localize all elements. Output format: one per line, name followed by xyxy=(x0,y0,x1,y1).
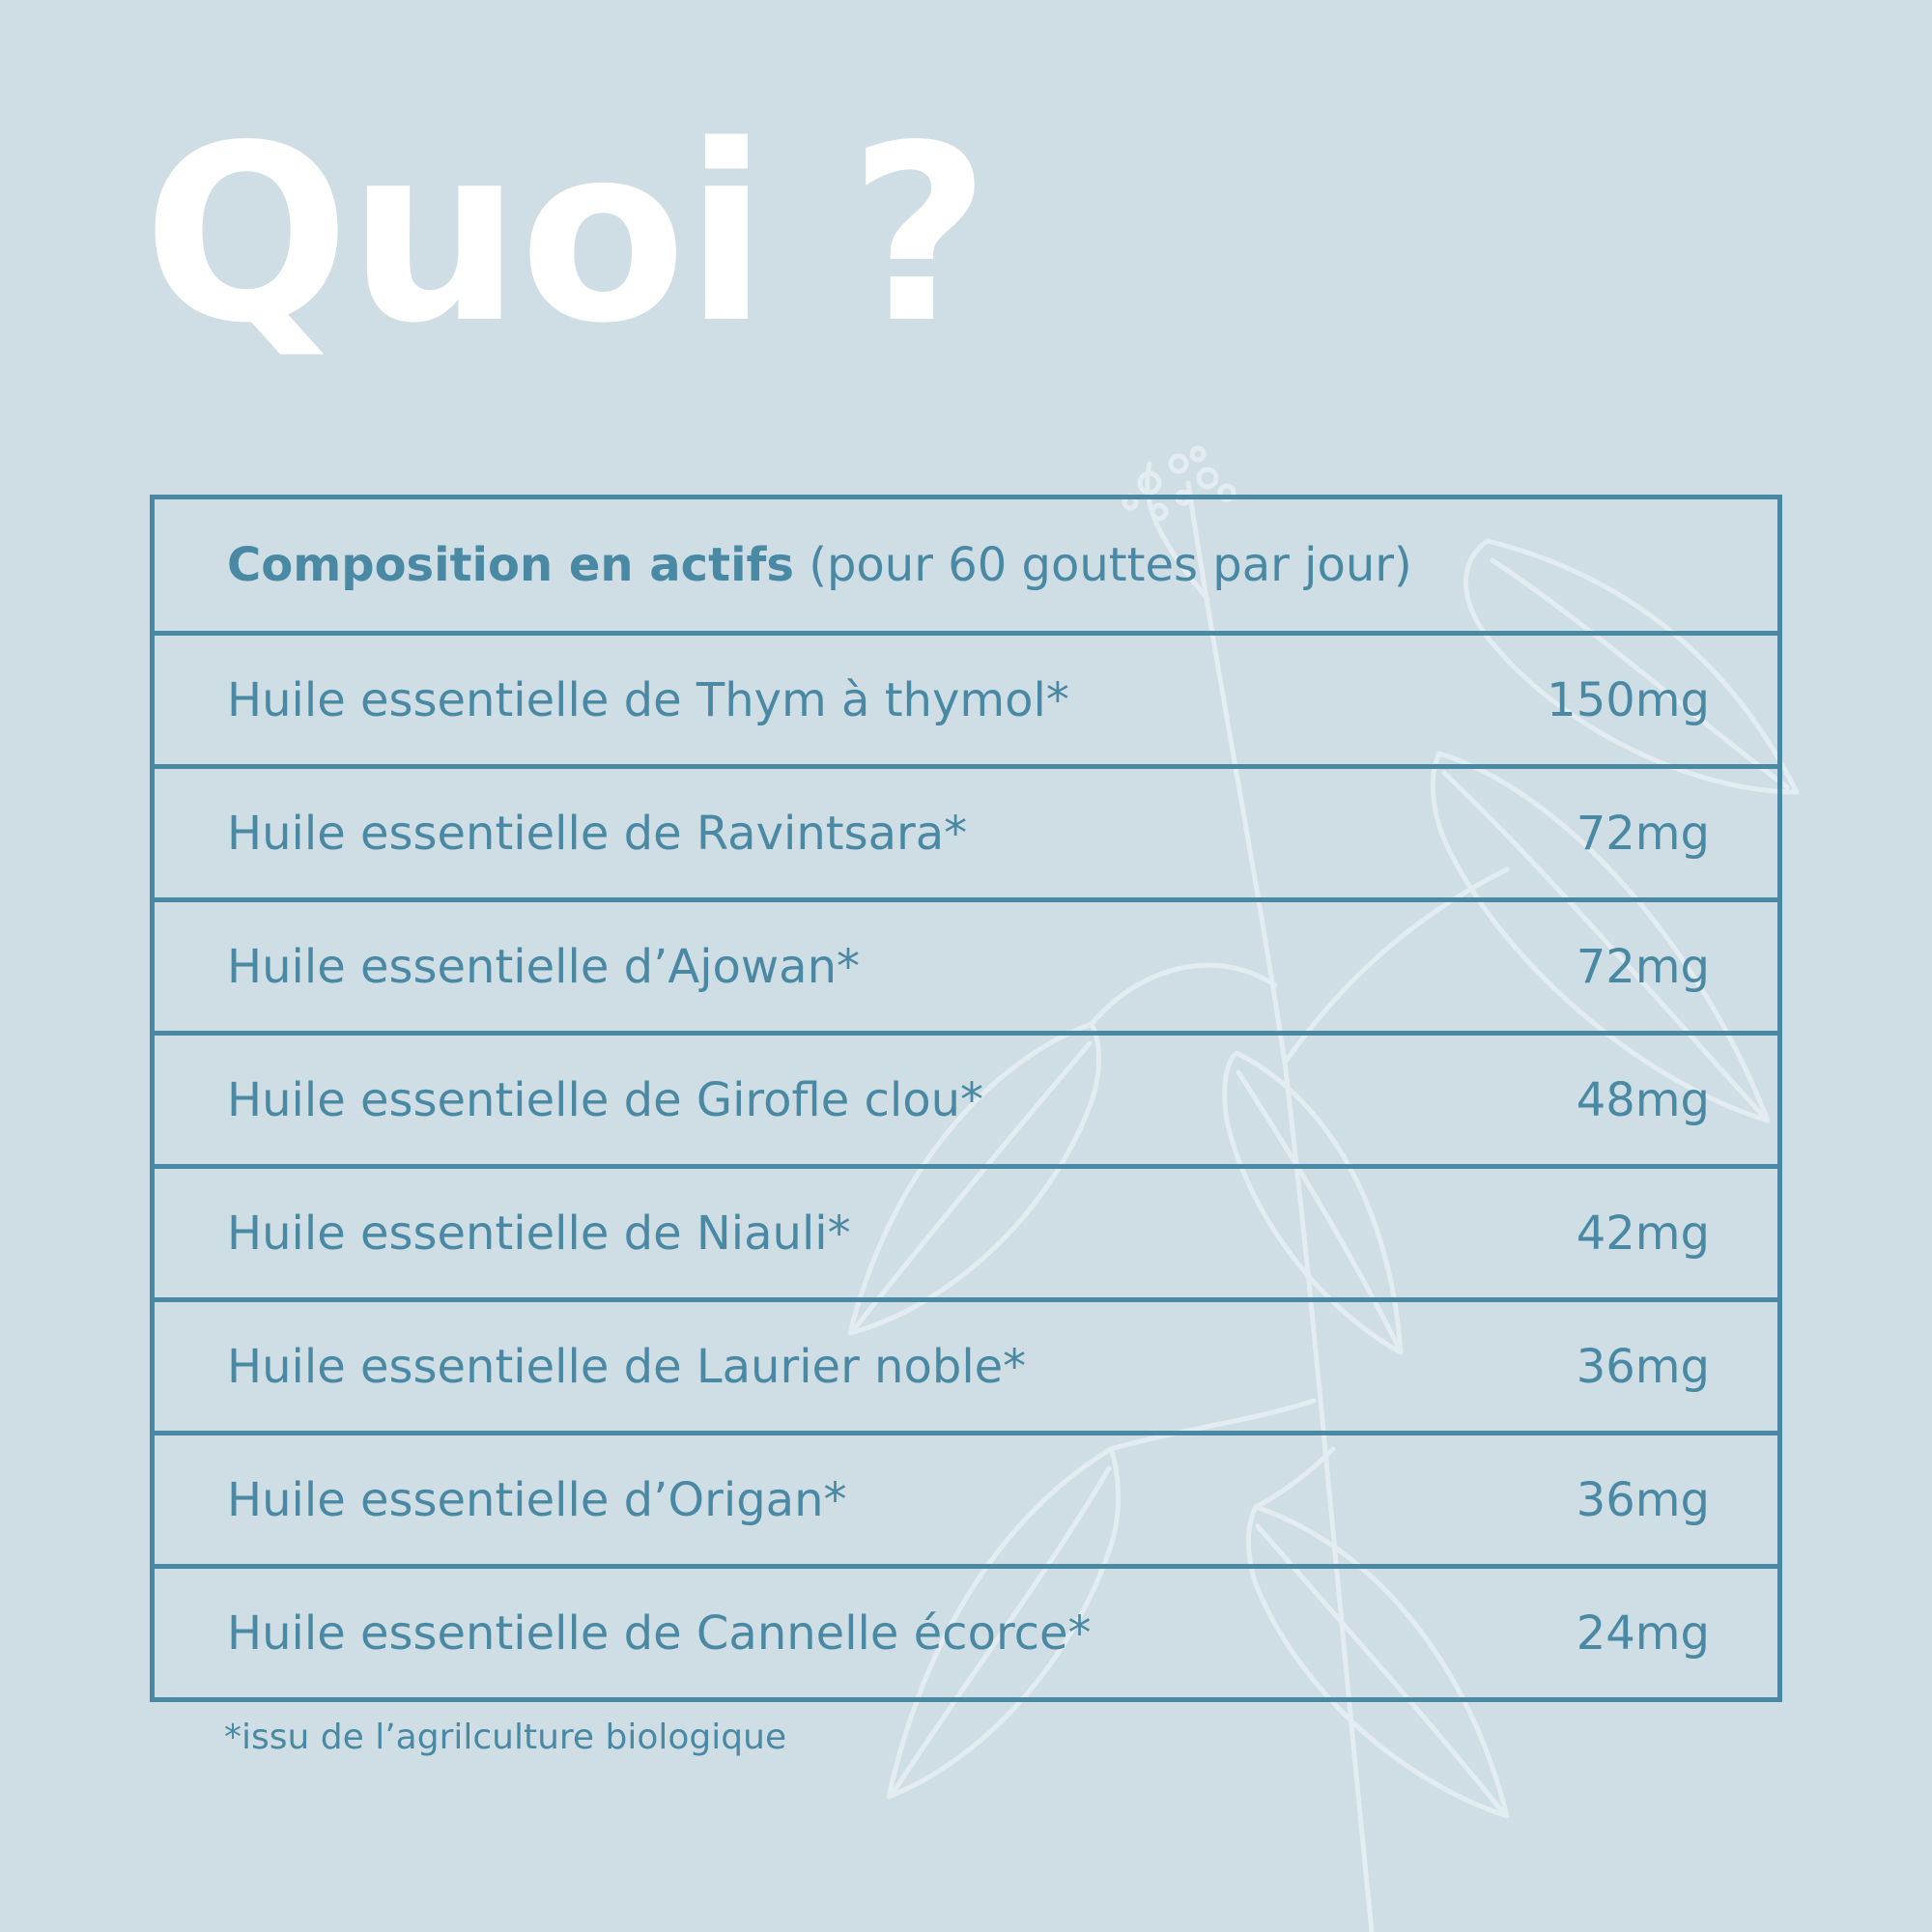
ingredient-dose: 36mg xyxy=(1576,1472,1710,1527)
ingredient-dose: 72mg xyxy=(1576,806,1710,861)
ingredient-name: Huile essentielle d’Ajowan* xyxy=(227,939,860,994)
ingredient-name: Huile essentielle de Girofle clou* xyxy=(227,1072,983,1127)
table-row: Huile essentielle de Thym à thymol* 150m… xyxy=(155,636,1777,769)
composition-table: Composition en actifs (pour 60 gouttes p… xyxy=(150,495,1782,1702)
table-row: Huile essentielle de Laurier noble* 36mg xyxy=(155,1302,1777,1435)
table-row: Huile essentielle de Ravintsara* 72mg xyxy=(155,769,1777,902)
table-header-note: (pour 60 gouttes par jour) xyxy=(793,538,1412,592)
ingredient-dose: 72mg xyxy=(1576,939,1710,994)
table-row: Huile essentielle de Niauli* 42mg xyxy=(155,1169,1777,1302)
ingredient-name: Huile essentielle de Laurier noble* xyxy=(227,1339,1027,1394)
table-header-bold: Composition en actifs xyxy=(227,538,794,592)
table-row: Huile essentielle d’Ajowan* 72mg xyxy=(155,902,1777,1036)
ingredient-dose: 150mg xyxy=(1547,672,1710,727)
table-row: Huile essentielle d’Origan* 36mg xyxy=(155,1435,1777,1569)
ingredient-dose: 42mg xyxy=(1576,1206,1710,1261)
ingredient-dose: 48mg xyxy=(1576,1072,1710,1127)
ingredient-name: Huile essentielle de Cannelle écorce* xyxy=(227,1605,1092,1661)
ingredient-name: Huile essentielle de Niauli* xyxy=(227,1206,851,1261)
table-header-label: Composition en actifs (pour 60 gouttes p… xyxy=(227,538,1412,592)
ingredient-name: Huile essentielle d’Origan* xyxy=(227,1472,847,1527)
table-header: Composition en actifs (pour 60 gouttes p… xyxy=(155,499,1777,636)
table-row: Huile essentielle de Girofle clou* 48mg xyxy=(155,1036,1777,1169)
page-title: Quoi ? xyxy=(143,94,990,377)
ingredient-name: Huile essentielle de Ravintsara* xyxy=(227,806,968,861)
organic-footnote: *issu de l’agrilculture biologique xyxy=(224,1718,787,1757)
table-row: Huile essentielle de Cannelle écorce* 24… xyxy=(155,1569,1777,1697)
ingredient-dose: 36mg xyxy=(1576,1339,1710,1394)
ingredient-dose: 24mg xyxy=(1576,1605,1710,1661)
ingredient-name: Huile essentielle de Thym à thymol* xyxy=(227,672,1069,727)
